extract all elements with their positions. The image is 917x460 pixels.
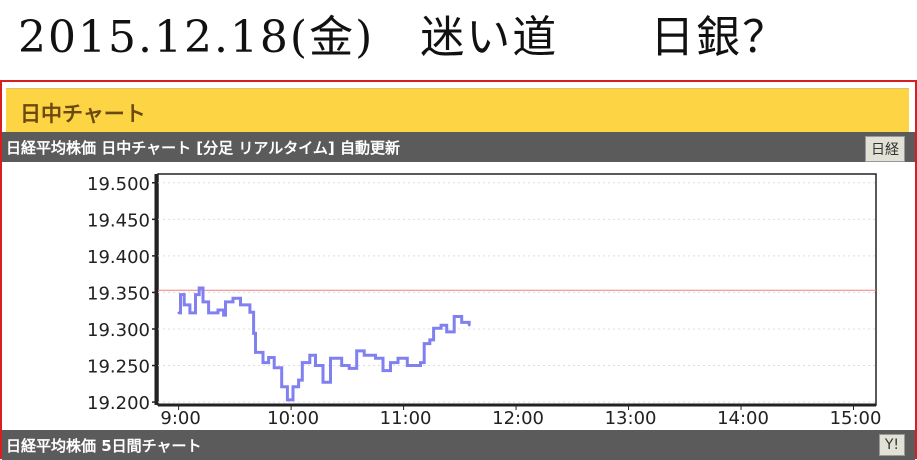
price-point [439, 324, 443, 327]
price-point [321, 381, 325, 384]
price-point [201, 300, 205, 304]
price-point [267, 356, 270, 359]
price-point [340, 364, 343, 367]
price-point [301, 361, 304, 364]
plot-area [157, 173, 877, 406]
y-tick-label: 19.200 [87, 393, 150, 414]
price-point [396, 357, 400, 360]
price-point [194, 293, 197, 296]
yahoo-button[interactable]: Y! [878, 434, 905, 456]
price-point [291, 385, 295, 388]
price-point [406, 364, 409, 367]
panel-header: 日中チャート [6, 88, 909, 133]
price-point [467, 324, 471, 327]
price-point [428, 338, 432, 342]
x-tick-label: 12:00 [492, 408, 544, 429]
x-tick-label: 13:00 [605, 408, 657, 429]
price-point [432, 327, 435, 330]
panel-title: 日中チャート [20, 102, 146, 126]
price-point [348, 367, 351, 370]
price-point [308, 354, 312, 357]
x-tick-label: 10:00 [267, 408, 319, 429]
price-point [374, 357, 377, 360]
price-point [239, 303, 242, 307]
chart-title: 日経平均株価 日中チャート [分足 リアルタイム] 自動更新 [6, 139, 401, 157]
y-tick-label: 19.450 [87, 210, 150, 231]
price-point [188, 311, 192, 315]
price-point [413, 364, 417, 367]
price-point [452, 315, 456, 318]
price-point [363, 354, 366, 357]
price-point [286, 398, 289, 402]
price-point [254, 351, 257, 354]
price-line [178, 286, 471, 402]
x-tick-label: 15:00 [830, 408, 882, 429]
price-point [355, 349, 358, 353]
price-point [183, 303, 186, 307]
price-point [216, 308, 220, 312]
nikkei-button[interactable]: 日経 [865, 136, 905, 162]
price-point [224, 300, 227, 304]
chart-title-bar: 日経平均株価 日中チャート [分足 リアルタイム] 自動更新 日経 [2, 132, 915, 162]
price-point [231, 297, 235, 300]
y-tick-label: 19.400 [87, 247, 150, 268]
x-tick-label: 11:00 [380, 408, 432, 429]
price-point [261, 361, 265, 364]
price-point [297, 378, 300, 382]
five-day-chart-bar[interactable]: 日経平均株価 5日間チャート Y! [2, 430, 915, 460]
price-point [460, 321, 463, 324]
price-point [423, 342, 426, 345]
x-tick-label: 9:00 [160, 408, 200, 429]
price-point [252, 332, 255, 335]
x-tick-label: 14:00 [717, 408, 769, 429]
price-point [445, 330, 448, 334]
price-point [179, 293, 182, 296]
price-point [207, 311, 210, 315]
price-point [381, 369, 385, 372]
price-point [198, 286, 201, 290]
price-point [280, 385, 283, 388]
price-point [177, 311, 180, 315]
five-day-chart-title: 日経平均株価 5日間チャート [6, 437, 202, 455]
price-point [329, 357, 332, 360]
y-tick-label: 19.250 [87, 357, 150, 378]
y-tick-label: 19.300 [87, 320, 150, 341]
price-point [273, 366, 276, 369]
handwritten-note: 2015.12.18(金) 迷い道 日銀？ [18, 12, 789, 63]
intraday-chart: 19.500 19.450 19.400 19.350 19.300 19.250 19.2… [87, 173, 882, 429]
y-tick-label: 19.350 [87, 283, 150, 304]
price-point [314, 364, 317, 367]
intraday-chart-panel: 日中チャート 日経平均株価 日中チャート [分足 リアルタイム] 自動更新 日経… [0, 80, 917, 460]
price-point [222, 313, 225, 317]
price-point [389, 361, 392, 364]
price-point [419, 361, 422, 364]
price-point [248, 310, 252, 314]
y-tick-label: 19.500 [87, 174, 150, 195]
